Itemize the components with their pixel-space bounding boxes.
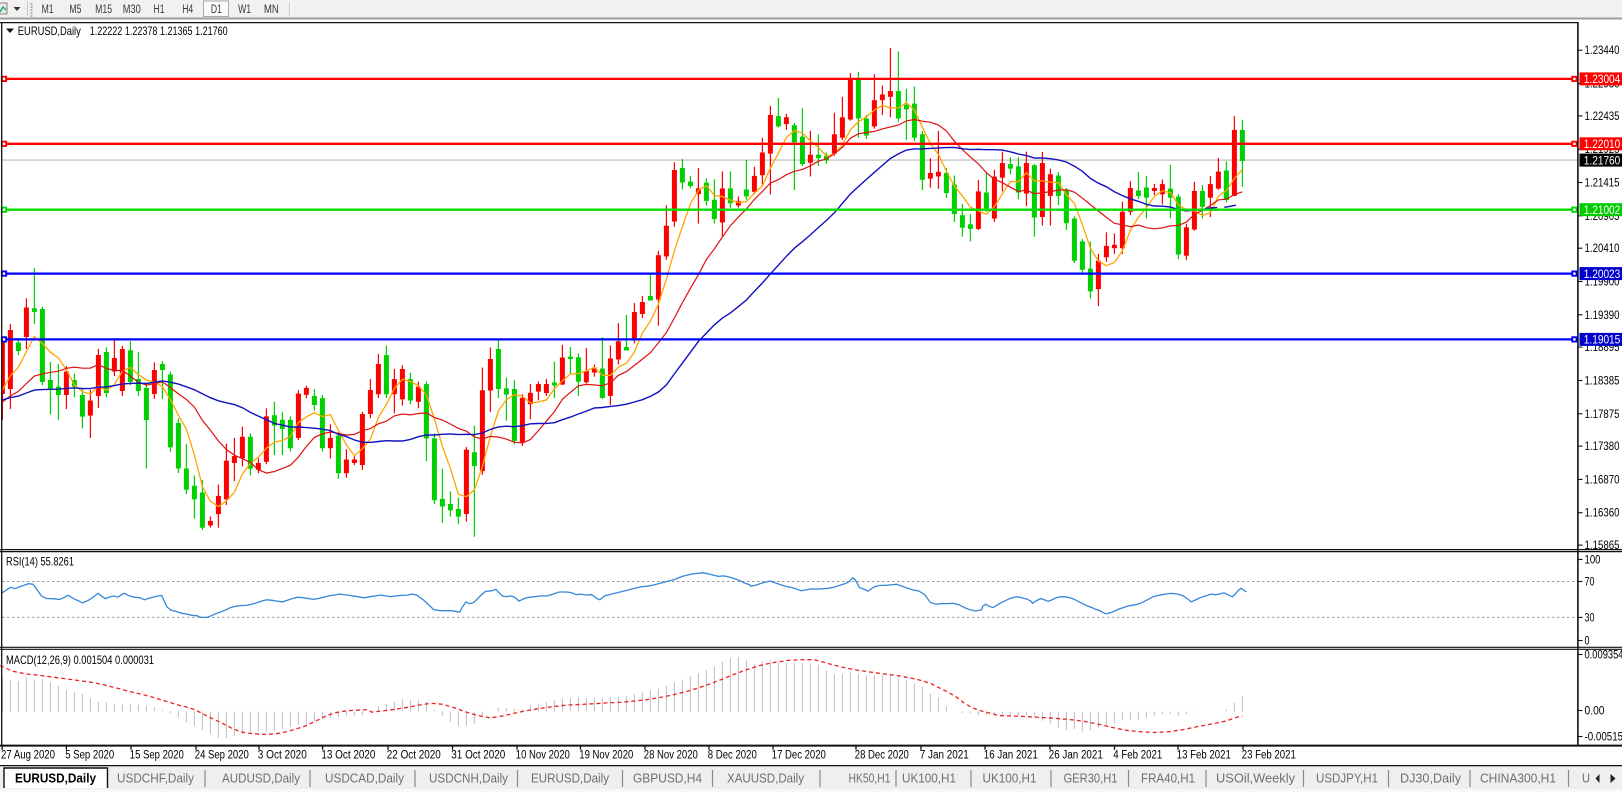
svg-text:0.00: 0.00 xyxy=(1585,706,1605,718)
svg-text:XAUUSD,Daily: XAUUSD,Daily xyxy=(727,772,805,786)
svg-text:W1: W1 xyxy=(238,4,251,16)
svg-text:26 Jan 2021: 26 Jan 2021 xyxy=(1049,749,1103,761)
svg-text:DJ30,Daily: DJ30,Daily xyxy=(1400,772,1462,786)
svg-text:1.17380: 1.17380 xyxy=(1585,441,1620,453)
svg-text:D1: D1 xyxy=(211,4,222,16)
svg-text:1.22222 1.22378 1.21365 1.2176: 1.22222 1.22378 1.21365 1.21760 xyxy=(90,24,228,38)
svg-text:UK100,H1: UK100,H1 xyxy=(983,772,1037,786)
svg-text:22 Oct 2020: 22 Oct 2020 xyxy=(387,749,441,761)
svg-text:EURUSD,Daily: EURUSD,Daily xyxy=(15,772,96,786)
svg-text:M5: M5 xyxy=(69,4,81,16)
svg-text:1.21760: 1.21760 xyxy=(1584,155,1621,167)
svg-text:5 Sep 2020: 5 Sep 2020 xyxy=(65,749,114,761)
svg-text:MN: MN xyxy=(264,4,279,16)
svg-text:10 Nov 2020: 10 Nov 2020 xyxy=(516,749,570,761)
svg-text:1.15865: 1.15865 xyxy=(1585,540,1620,552)
svg-text:1.19390: 1.19390 xyxy=(1585,310,1620,322)
svg-text:1.17875: 1.17875 xyxy=(1585,409,1620,421)
svg-text:7 Jan 2021: 7 Jan 2021 xyxy=(920,749,969,761)
svg-text:H1: H1 xyxy=(154,4,165,16)
svg-text:GBPUSD,H4: GBPUSD,H4 xyxy=(633,772,702,786)
svg-text:23 Feb 2021: 23 Feb 2021 xyxy=(1242,749,1296,761)
svg-text:CHINA300,H1: CHINA300,H1 xyxy=(1480,772,1556,786)
svg-text:USDCHF,Daily: USDCHF,Daily xyxy=(117,772,195,786)
svg-text:USDJPY,H1: USDJPY,H1 xyxy=(1316,772,1378,786)
svg-text:EURUSD,Daily: EURUSD,Daily xyxy=(18,24,81,38)
svg-text:1.19015: 1.19015 xyxy=(1584,335,1621,347)
svg-text:M30: M30 xyxy=(123,4,141,16)
svg-text:16 Jan 2021: 16 Jan 2021 xyxy=(984,749,1038,761)
svg-text:MACD(12,26,9) 0.001504 0.00003: MACD(12,26,9) 0.001504 0.000031 xyxy=(6,653,154,667)
svg-text:1.22010: 1.22010 xyxy=(1584,139,1621,151)
svg-text:1.18385: 1.18385 xyxy=(1585,376,1620,388)
svg-text:EURUSD,Daily: EURUSD,Daily xyxy=(531,772,610,786)
svg-text:FRA40,H1: FRA40,H1 xyxy=(1141,772,1195,786)
svg-text:17 Dec 2020: 17 Dec 2020 xyxy=(772,749,826,761)
svg-text:1.22435: 1.22435 xyxy=(1585,111,1620,123)
svg-text:4 Feb 2021: 4 Feb 2021 xyxy=(1113,749,1162,761)
svg-text:19 Nov 2020: 19 Nov 2020 xyxy=(579,749,633,761)
svg-text:27 Aug 2020: 27 Aug 2020 xyxy=(1,749,55,761)
svg-text:1.20023: 1.20023 xyxy=(1584,269,1621,281)
svg-text:70: 70 xyxy=(1585,577,1595,589)
svg-text:RSI(14) 55.8261: RSI(14) 55.8261 xyxy=(6,554,74,568)
svg-text:1.16360: 1.16360 xyxy=(1585,508,1620,520)
svg-text:USDCAD,Daily: USDCAD,Daily xyxy=(325,772,405,786)
svg-text:1.21415: 1.21415 xyxy=(1585,178,1620,190)
svg-text:13 Oct 2020: 13 Oct 2020 xyxy=(321,749,375,761)
svg-text:HK50,H1: HK50,H1 xyxy=(849,772,891,786)
svg-text:GER30,H1: GER30,H1 xyxy=(1064,772,1118,786)
svg-text:H4: H4 xyxy=(182,4,193,16)
svg-text:13 Feb 2021: 13 Feb 2021 xyxy=(1177,749,1231,761)
svg-text:0: 0 xyxy=(1585,636,1590,648)
svg-text:1.23004: 1.23004 xyxy=(1584,74,1621,86)
svg-text:U: U xyxy=(1582,772,1590,786)
svg-text:0.009354: 0.009354 xyxy=(1585,650,1622,662)
svg-text:AUDUSD,Daily: AUDUSD,Daily xyxy=(222,772,301,786)
svg-text:3 Oct 2020: 3 Oct 2020 xyxy=(258,749,307,761)
svg-text:UK100,H1: UK100,H1 xyxy=(902,772,956,786)
svg-text:31 Oct 2020: 31 Oct 2020 xyxy=(451,749,505,761)
svg-text:24 Sep 2020: 24 Sep 2020 xyxy=(195,749,249,761)
svg-text:1.21002: 1.21002 xyxy=(1584,205,1621,217)
svg-text:30: 30 xyxy=(1585,612,1595,624)
svg-text:1.16870: 1.16870 xyxy=(1585,474,1620,486)
svg-text:1.23440: 1.23440 xyxy=(1585,45,1620,57)
svg-text:USDCNH,Daily: USDCNH,Daily xyxy=(429,772,509,786)
svg-text:M1: M1 xyxy=(42,4,54,16)
svg-text:100: 100 xyxy=(1585,555,1601,567)
svg-text:28 Nov 2020: 28 Nov 2020 xyxy=(644,749,698,761)
svg-text:1.20410: 1.20410 xyxy=(1585,243,1620,255)
svg-text:15 Sep 2020: 15 Sep 2020 xyxy=(130,749,184,761)
svg-text:USOil,Weekly: USOil,Weekly xyxy=(1216,772,1296,786)
svg-text:28 Dec 2020: 28 Dec 2020 xyxy=(855,749,909,761)
svg-text:M15: M15 xyxy=(95,4,112,16)
svg-text:8 Dec 2020: 8 Dec 2020 xyxy=(708,749,757,761)
svg-text:-0.005156: -0.005156 xyxy=(1585,732,1622,744)
